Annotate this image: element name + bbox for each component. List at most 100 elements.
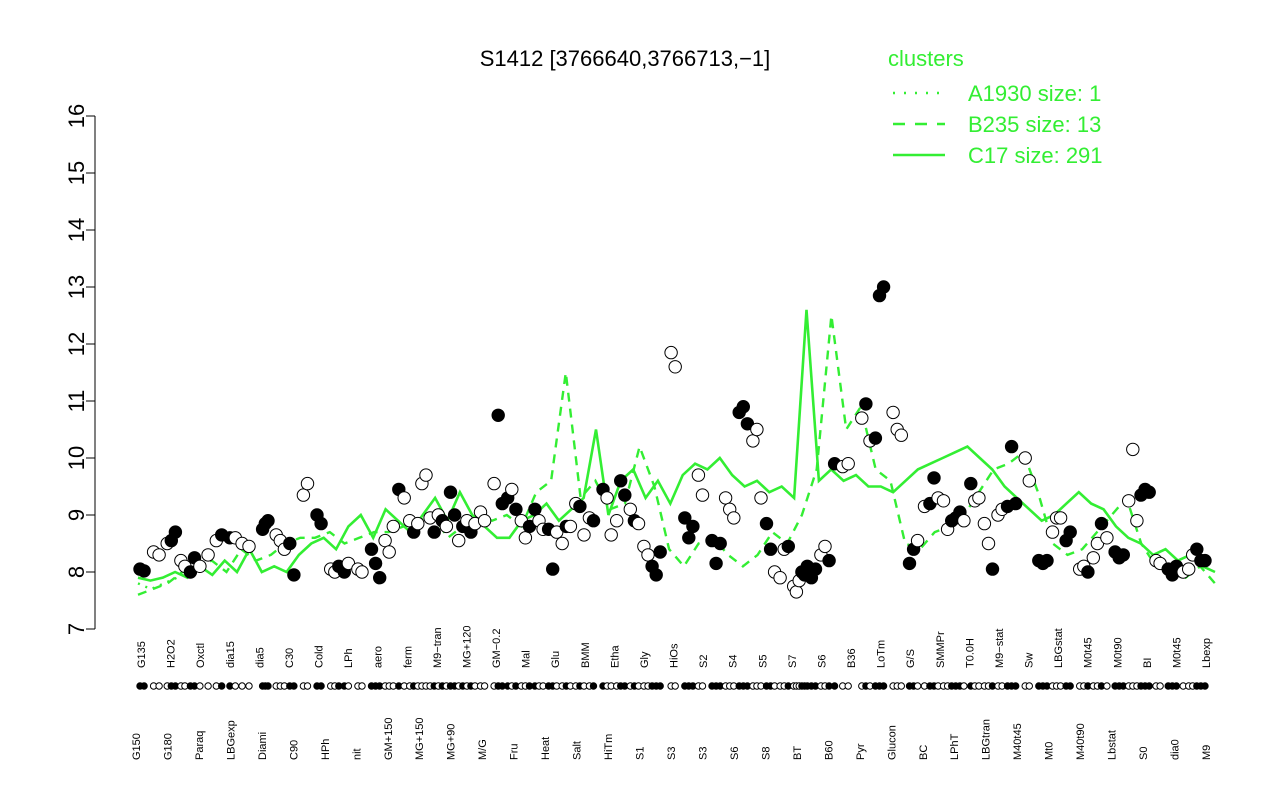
x-tick-label: LPh [343, 648, 355, 668]
x-tick-label: HiTm [603, 734, 615, 760]
x-tick-label: LBGstat [1053, 628, 1065, 668]
data-point [1045, 525, 1060, 539]
chart-title: S1412 [3766640,3766713,−1] [480, 46, 771, 71]
y-tick-label: 10 [64, 446, 89, 470]
rug-mark [155, 682, 163, 690]
rug-mark [480, 682, 489, 690]
data-point [261, 514, 275, 528]
data-point [586, 514, 601, 528]
x-tick-label: LBGexp [225, 720, 237, 760]
data-point [168, 525, 183, 539]
series-line-solid [137, 309, 1216, 582]
x-tick-label: Salt [572, 741, 584, 760]
data-point [886, 405, 900, 420]
x-tick-label: S6 [816, 655, 828, 668]
data-point [555, 536, 569, 551]
x-tick-label: T0.0H [964, 638, 976, 668]
rug-mark [960, 682, 968, 690]
data-point [789, 585, 804, 599]
data-point [411, 516, 425, 531]
data-point [641, 548, 655, 562]
x-tick-label: dia5 [254, 647, 266, 668]
x-tick-label: M0t90 [1112, 637, 1124, 668]
data-point [1182, 562, 1196, 576]
data-point [137, 564, 151, 578]
data-point [668, 360, 682, 374]
x-tick-label: G180 [163, 733, 175, 760]
x-tick-label: S3 [698, 747, 710, 760]
rug-mark [875, 682, 884, 690]
x-tick-label: G/S [905, 649, 917, 668]
data-point [439, 519, 454, 534]
x-tick-label: S4 [728, 655, 740, 668]
x-tick-label: ferm [402, 646, 414, 668]
x-tick-label: G150 [131, 733, 143, 760]
x-tick-label: Glucon [886, 725, 898, 760]
x-tick-label: M40t90 [1075, 723, 1087, 760]
data-point [653, 545, 667, 559]
y-tick-label: 13 [64, 275, 89, 299]
data-point [283, 536, 297, 551]
data-point [314, 516, 328, 531]
rug-mark [204, 682, 212, 690]
x-tick-label: M9−stat [994, 629, 1006, 668]
data-point [491, 408, 505, 422]
data-point [378, 533, 392, 548]
rug-mark [1025, 682, 1034, 690]
data-point [927, 471, 941, 485]
data-point [201, 548, 215, 562]
data-point [452, 533, 466, 548]
y-tick-label: 14 [64, 218, 89, 242]
data-point [443, 485, 458, 499]
x-tick-label: S5 [757, 655, 769, 668]
x-tick-label: aero [373, 646, 385, 668]
x-tick-label: S3 [666, 747, 678, 760]
x-tick-label: BC [918, 745, 930, 760]
data-point [573, 499, 587, 514]
x-tick-label: Mal [521, 650, 533, 668]
data-point [1022, 474, 1037, 488]
x-tick-label: Lbstat [1107, 730, 1119, 760]
data-point [487, 476, 501, 491]
rug-mark [196, 682, 204, 690]
x-tick-label: B36 [846, 648, 858, 668]
data-point [1190, 542, 1204, 556]
data-point [447, 508, 462, 522]
x-tick-label: HiOs [669, 643, 681, 668]
rug-mark [218, 682, 226, 690]
data-point [397, 491, 411, 505]
rug-mark [656, 682, 664, 690]
data-point [977, 516, 992, 531]
data-point [1094, 516, 1109, 531]
data-point [1100, 531, 1114, 545]
y-tick-label: 8 [64, 566, 89, 578]
x-tick-label: Paraq [194, 731, 206, 760]
x-tick-label: MG+90 [446, 724, 458, 760]
x-tick-label: dia15 [225, 641, 237, 668]
legend-label: A1930 size: 1 [968, 81, 1101, 106]
data-point [855, 411, 869, 425]
rug-mark [1145, 682, 1153, 690]
y-tick-label: 15 [64, 161, 89, 185]
data-point [546, 562, 560, 576]
x-tick-label: S6 [729, 747, 741, 760]
rug-mark [671, 682, 679, 690]
data-point [528, 502, 542, 516]
data-point [1004, 439, 1019, 454]
data-point [910, 533, 925, 548]
data-point [746, 434, 760, 448]
data-point [242, 539, 256, 554]
x-tick-label: nit [351, 748, 363, 760]
rug-mark [317, 682, 325, 690]
rug-mark [1201, 682, 1209, 690]
rug-mark [264, 682, 272, 690]
data-point [610, 514, 624, 528]
x-tick-label: Cold [314, 645, 326, 668]
data-point [1000, 499, 1015, 514]
y-tick-label: 9 [64, 509, 89, 521]
x-tick-label: Gly [639, 651, 651, 668]
data-point [1122, 494, 1136, 508]
data-point [957, 514, 971, 528]
x-tick-label: G135 [136, 641, 148, 668]
data-point [193, 559, 207, 573]
